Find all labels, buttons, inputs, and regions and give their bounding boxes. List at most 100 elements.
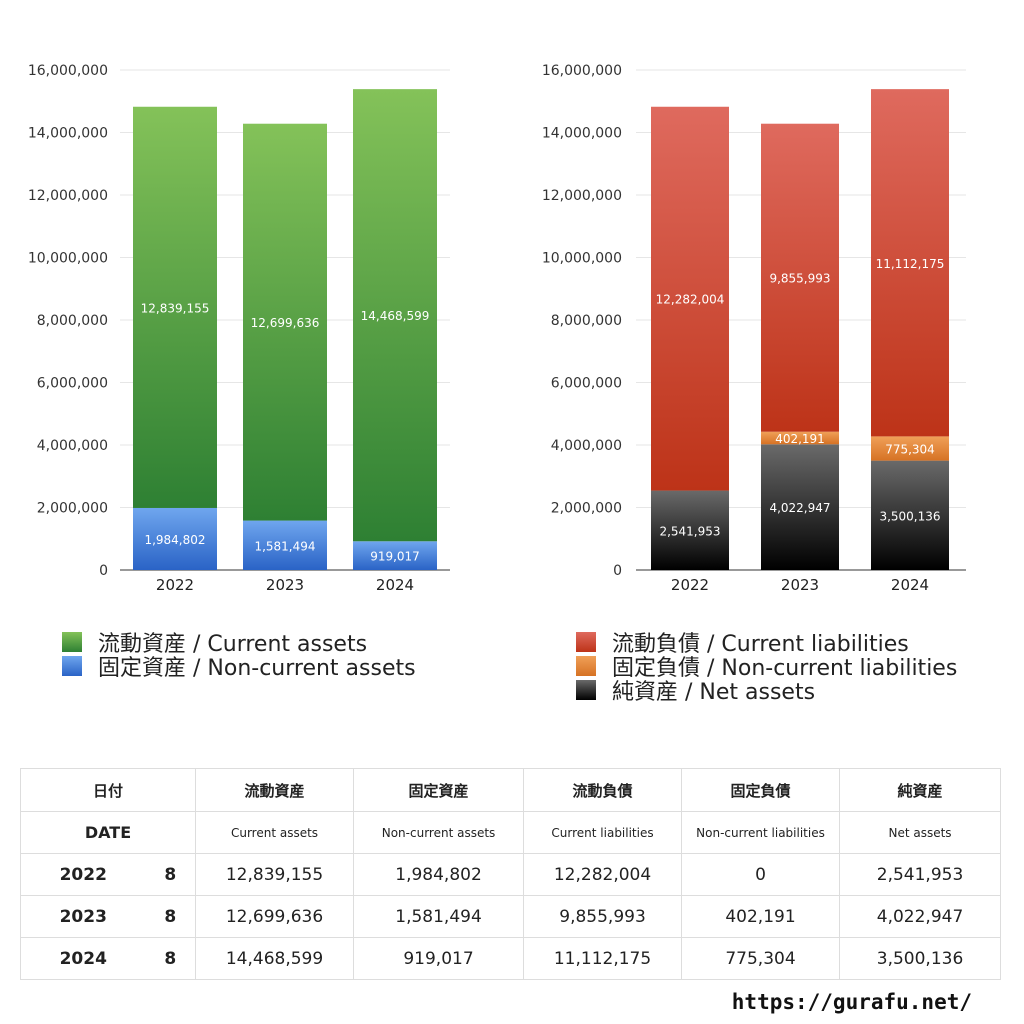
x-tick-label: 2024 — [376, 576, 414, 594]
data-label: 12,839,155 — [141, 301, 210, 315]
y-tick-label: 12,000,000 — [542, 188, 622, 204]
cell-non-current-liabilities: 0 — [681, 853, 841, 896]
table-row: 2024 8 14,468,599 919,017 11,112,175 775… — [20, 937, 1002, 980]
y-tick-label: 8,000,000 — [551, 313, 622, 329]
legend-swatch — [62, 656, 82, 676]
y-tick-label: 14,000,000 — [28, 126, 108, 142]
header-current-liabilities-en: Current liabilities — [523, 811, 683, 854]
cell-non-current-assets: 1,984,802 — [353, 853, 525, 896]
bar-segment — [761, 431, 839, 445]
data-label: 919,017 — [370, 550, 420, 564]
bar-segment — [871, 89, 949, 437]
x-tick-label: 2022 — [671, 576, 709, 594]
header-net-assets-ja: 純資産 — [839, 768, 1002, 812]
legend-label: 流動資産 / Current assets — [98, 632, 368, 657]
cell-net-assets: 3,500,136 — [839, 937, 1002, 980]
x-tick-label: 2024 — [891, 576, 929, 594]
header-non-current-liabilities-en: Non-current liabilities — [681, 811, 841, 854]
y-tick-label: 8,000,000 — [37, 313, 108, 329]
y-tick-label: 2,000,000 — [37, 501, 108, 517]
table-header-row-en: DATE Current assets Non-current assets C… — [19, 811, 1002, 854]
cell-non-current-liabilities: 402,191 — [681, 895, 841, 938]
data-label: 14,468,599 — [361, 309, 430, 323]
liabilities-legend: 流動負債 / Current liabilities 固定負債 / Non-cu… — [576, 630, 957, 705]
legend-label: 固定資産 / Non-current assets — [98, 656, 416, 681]
legend-label: 流動負債 / Current liabilities — [612, 632, 909, 657]
table-row: 2022 8 12,839,155 1,984,802 12,282,004 0… — [20, 853, 1002, 896]
legend-swatch — [576, 680, 596, 700]
header-non-current-assets-en: Non-current assets — [353, 811, 525, 854]
cell-month: 8 — [145, 937, 197, 980]
legend-item-non-current-liabilities: 固定負債 / Non-current liabilities — [576, 654, 957, 681]
data-label: 9,855,993 — [769, 272, 830, 286]
cell-month: 8 — [145, 895, 197, 938]
cell-non-current-liabilities: 775,304 — [681, 937, 841, 980]
cell-year: 2022 — [20, 853, 146, 896]
bar-segment — [353, 89, 437, 542]
header-net-assets-en: Net assets — [839, 811, 1002, 854]
header-date-en: DATE — [19, 811, 197, 854]
legend-label: 純資産 / Net assets — [612, 680, 816, 705]
legend-item-current-liabilities: 流動負債 / Current liabilities — [576, 630, 957, 657]
data-label: 1,581,494 — [254, 539, 315, 553]
bar-segment — [761, 123, 839, 432]
y-tick-label: 16,000,000 — [28, 63, 108, 79]
data-label: 12,282,004 — [656, 293, 725, 307]
cell-current-liabilities: 9,855,993 — [523, 895, 683, 938]
assets-chart: 0 2,000,000 4,000,000 6,000,000 8,000,000 10,… — [28, 63, 450, 594]
bar-segment — [651, 106, 729, 491]
legend-swatch — [576, 656, 596, 676]
table-header-row-ja: 日付 流動資産 固定資産 流動負債 固定負債 純資産 — [19, 768, 1002, 812]
cell-current-assets: 14,468,599 — [195, 937, 355, 980]
header-non-current-liabilities-ja: 固定負債 — [681, 768, 841, 812]
data-label: 11,112,175 — [876, 257, 945, 271]
bar-segment — [133, 507, 217, 570]
source-url[interactable]: https://gurafu.net/ — [731, 990, 972, 1014]
cell-current-assets: 12,839,155 — [195, 853, 355, 896]
header-current-liabilities-ja: 流動負債 — [523, 768, 683, 812]
bar-segment — [761, 444, 839, 570]
cell-current-liabilities: 11,112,175 — [523, 937, 683, 980]
y-tick-label: 4,000,000 — [551, 438, 622, 454]
cell-year: 2024 — [20, 937, 146, 980]
financial-data-table: 日付 流動資産 固定資産 流動負債 固定負債 純資産 DATE Current … — [19, 768, 1002, 980]
legend-item-current-assets: 流動資産 / Current assets — [62, 630, 416, 657]
header-current-assets-en: Current assets — [195, 811, 355, 854]
y-tick-label: 6,000,000 — [37, 376, 108, 392]
cell-year: 2023 — [20, 895, 146, 938]
legend-swatch — [62, 632, 82, 652]
y-tick-label: 10,000,000 — [28, 251, 108, 267]
liabilities-chart: 0 2,000,000 4,000,000 6,000,000 8,000,000 10,… — [542, 63, 966, 594]
y-tick-label: 0 — [613, 563, 622, 579]
legend-swatch — [576, 632, 596, 652]
bar-segment — [133, 106, 217, 508]
cell-net-assets: 4,022,947 — [839, 895, 1002, 938]
y-tick-label: 2,000,000 — [551, 501, 622, 517]
cell-current-liabilities: 12,282,004 — [523, 853, 683, 896]
y-tick-label: 0 — [99, 563, 108, 579]
data-label: 402,191 — [775, 432, 825, 446]
legend-item-net-assets: 純資産 / Net assets — [576, 678, 957, 705]
bar-segment — [871, 460, 949, 570]
table-row: 2023 8 12,699,636 1,581,494 9,855,993 40… — [20, 895, 1002, 938]
y-tick-label: 12,000,000 — [28, 188, 108, 204]
charts-canvas: 0 2,000,000 4,000,000 6,000,000 8,000,000 10,… — [28, 63, 966, 594]
x-tick-label: 2023 — [266, 576, 304, 594]
assets-legend: 流動資産 / Current assets 固定資産 / Non-current… — [62, 630, 416, 681]
x-tick-label: 2023 — [781, 576, 819, 594]
data-label: 4,022,947 — [769, 501, 830, 515]
data-label: 775,304 — [885, 443, 935, 457]
data-label: 3,500,136 — [879, 509, 940, 523]
y-tick-label: 16,000,000 — [542, 63, 622, 79]
header-date-ja: 日付 — [19, 768, 197, 812]
x-tick-label: 2022 — [156, 576, 194, 594]
legend-item-non-current-assets: 固定資産 / Non-current assets — [62, 654, 416, 681]
cell-non-current-assets: 919,017 — [353, 937, 525, 980]
y-tick-label: 4,000,000 — [37, 438, 108, 454]
bar-segment — [243, 520, 327, 570]
y-tick-label: 14,000,000 — [542, 126, 622, 142]
y-tick-label: 10,000,000 — [542, 251, 622, 267]
cell-month: 8 — [145, 853, 197, 896]
header-current-assets-ja: 流動資産 — [195, 768, 355, 812]
data-label: 12,699,636 — [251, 316, 320, 330]
